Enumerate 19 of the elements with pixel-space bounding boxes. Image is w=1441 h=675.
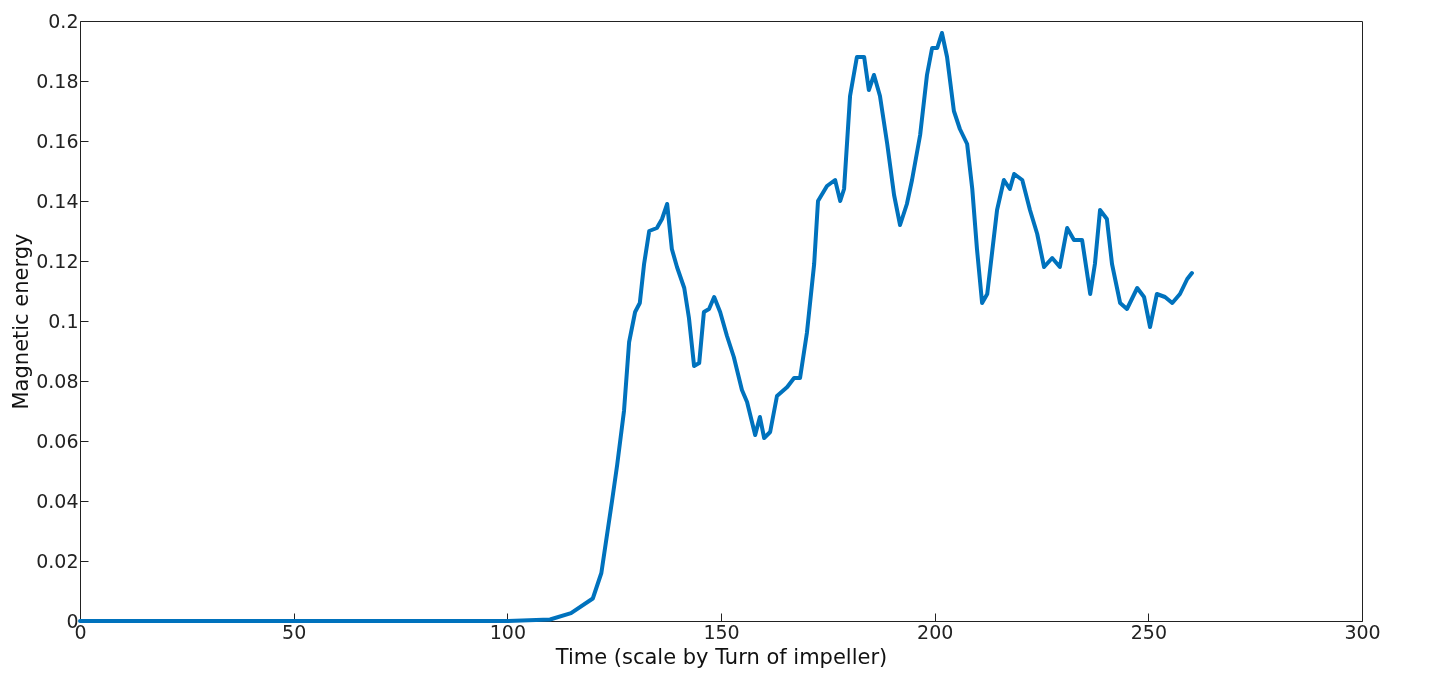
line-series [78,31,1194,623]
y-tick-label: 0.2 [48,9,79,32]
y-tick-label: 0.06 [36,429,79,452]
y-tick-label: 0.08 [36,369,79,392]
x-tick-label: 50 [282,620,307,643]
x-tick-label: 300 [1344,620,1381,643]
y-tick-label: 0.1 [48,309,79,332]
x-axis-title: Time (scale by Turn of impeller) [554,644,888,669]
y-tick-label: 0.14 [36,189,79,212]
y-tick-label: 0.04 [36,489,79,512]
y-tick-label: 0.02 [36,549,79,572]
y-tick-label: 0.16 [36,129,79,152]
x-tick-label: 200 [917,620,954,643]
x-tick-label: 250 [1130,620,1167,643]
y-tick-label: 0.12 [36,249,79,272]
y-tick-label: 0.18 [36,69,79,92]
x-tick-label: 150 [703,620,740,643]
x-tick-label: 100 [489,620,526,643]
y-axis-title: Magnetic energy [9,233,34,410]
